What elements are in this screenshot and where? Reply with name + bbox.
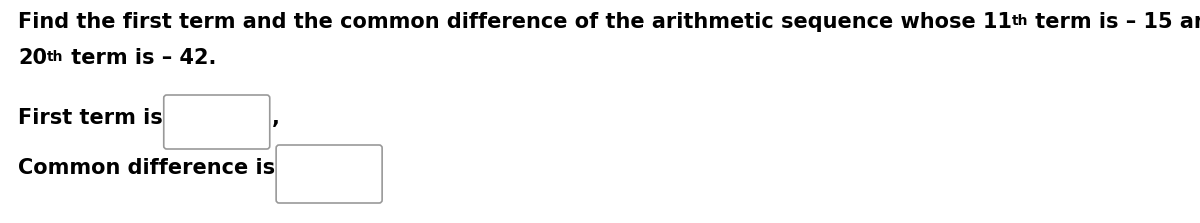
Text: Common difference is: Common difference is (18, 158, 275, 178)
Text: First term is: First term is (18, 108, 163, 128)
Text: th: th (47, 50, 64, 64)
Text: ,: , (271, 108, 280, 128)
Text: Find the first term and the common difference of the arithmetic sequence whose 1: Find the first term and the common diffe… (18, 12, 1012, 32)
Text: term is – 42.: term is – 42. (64, 48, 216, 68)
Text: th: th (1012, 14, 1028, 28)
FancyBboxPatch shape (276, 145, 382, 203)
Text: 20: 20 (18, 48, 47, 68)
FancyBboxPatch shape (163, 95, 270, 149)
Text: term is – 15 and: term is – 15 and (1028, 12, 1200, 32)
